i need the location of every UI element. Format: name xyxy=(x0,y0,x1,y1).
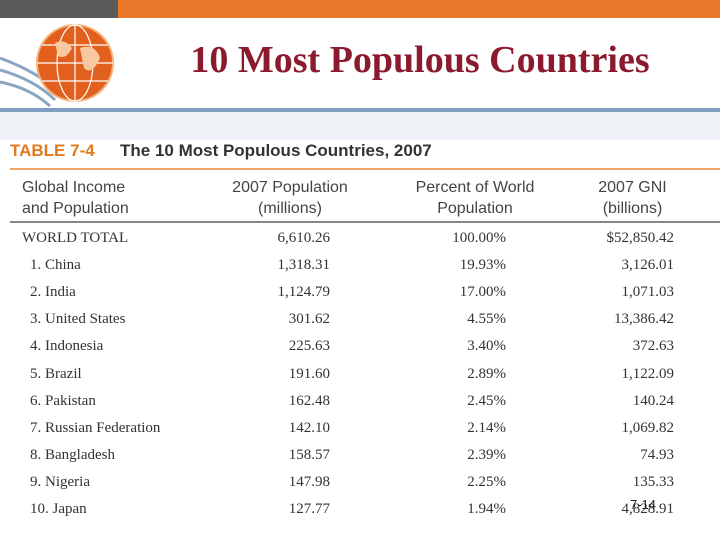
top-bar-orange xyxy=(118,0,720,18)
rule xyxy=(10,168,720,170)
row-label: 8. Bangladesh xyxy=(30,446,115,463)
row-label: 4. Indonesia xyxy=(30,338,104,355)
table-cell: 147.98 xyxy=(288,473,330,490)
table-cell: 19.93% xyxy=(459,257,506,274)
row-label: 9. Nigeria xyxy=(30,473,90,490)
row-label: WORLD TOTAL xyxy=(22,230,129,246)
table-cell: 1,124.79 xyxy=(277,284,331,301)
column-header: Percent of World xyxy=(415,179,535,196)
table-cell: 2.14% xyxy=(467,419,506,436)
table-cell: 191.60 xyxy=(288,365,330,382)
table-cell: 74.93 xyxy=(640,446,674,463)
table-cell: 372.63 xyxy=(632,338,674,355)
table-cell: 100.00% xyxy=(452,230,506,246)
table-cell: 2.39% xyxy=(467,446,506,463)
rule xyxy=(10,221,720,223)
top-bar-dark xyxy=(0,0,118,18)
globe-logo xyxy=(0,24,114,108)
row-label: 3. United States xyxy=(30,311,126,328)
table-cell: 158.57 xyxy=(288,446,330,463)
divider xyxy=(0,108,720,112)
column-header: and Population xyxy=(22,200,129,217)
column-header: 2007 GNI xyxy=(598,179,667,196)
table-cell: 13,386.42 xyxy=(614,311,674,328)
column-header: (billions) xyxy=(602,200,663,217)
column-header: Global Income xyxy=(22,179,126,196)
table-cell: 225.63 xyxy=(288,338,330,355)
table-cell: 142.10 xyxy=(288,419,330,436)
table-cell: 3,126.01 xyxy=(621,257,675,274)
table-cell: 162.48 xyxy=(288,392,330,409)
row-label: 1. China xyxy=(30,257,81,274)
table-caption: The 10 Most Populous Countries, 2007 xyxy=(120,141,432,160)
slide-title: 10 Most Populous Countries xyxy=(190,39,650,81)
table-cell: 140.24 xyxy=(632,392,674,409)
table-cell: 4,828.91 xyxy=(621,501,675,517)
table-label: TABLE 7-4 xyxy=(10,141,95,160)
column-header: (millions) xyxy=(258,200,322,217)
table-cell: 1,071.03 xyxy=(621,284,675,301)
row-label: 7. Russian Federation xyxy=(30,419,161,436)
table-cell: 3.40% xyxy=(467,338,506,355)
table-cell: 6,610.26 xyxy=(277,230,331,246)
row-label: 2. India xyxy=(30,284,76,301)
column-header: 2007 Population xyxy=(232,179,348,196)
row-label: 6. Pakistan xyxy=(30,392,96,409)
table-cell: 2.25% xyxy=(467,473,506,490)
row-label: 5. Brazil xyxy=(30,365,82,382)
table-cell: 2.89% xyxy=(467,365,506,382)
row-label: 10. Japan xyxy=(30,501,87,517)
table-cell: 1,318.31 xyxy=(277,257,331,274)
table-cell: 127.77 xyxy=(288,501,330,517)
column-header: Population xyxy=(437,200,513,217)
table-cell: 135.33 xyxy=(632,473,674,490)
table-cell: 4.55% xyxy=(467,311,506,328)
table-cell: 17.00% xyxy=(459,284,506,301)
table-band xyxy=(0,112,720,140)
table-cell: 2.45% xyxy=(467,392,506,409)
table-cell: $52,850.42 xyxy=(606,230,675,246)
slide-number: 7-14 xyxy=(630,497,657,512)
table-cell: 1,069.82 xyxy=(621,419,675,436)
table-cell: 301.62 xyxy=(288,311,330,328)
table-cell: 1.94% xyxy=(467,501,506,517)
table-cell: 1,122.09 xyxy=(621,365,675,382)
